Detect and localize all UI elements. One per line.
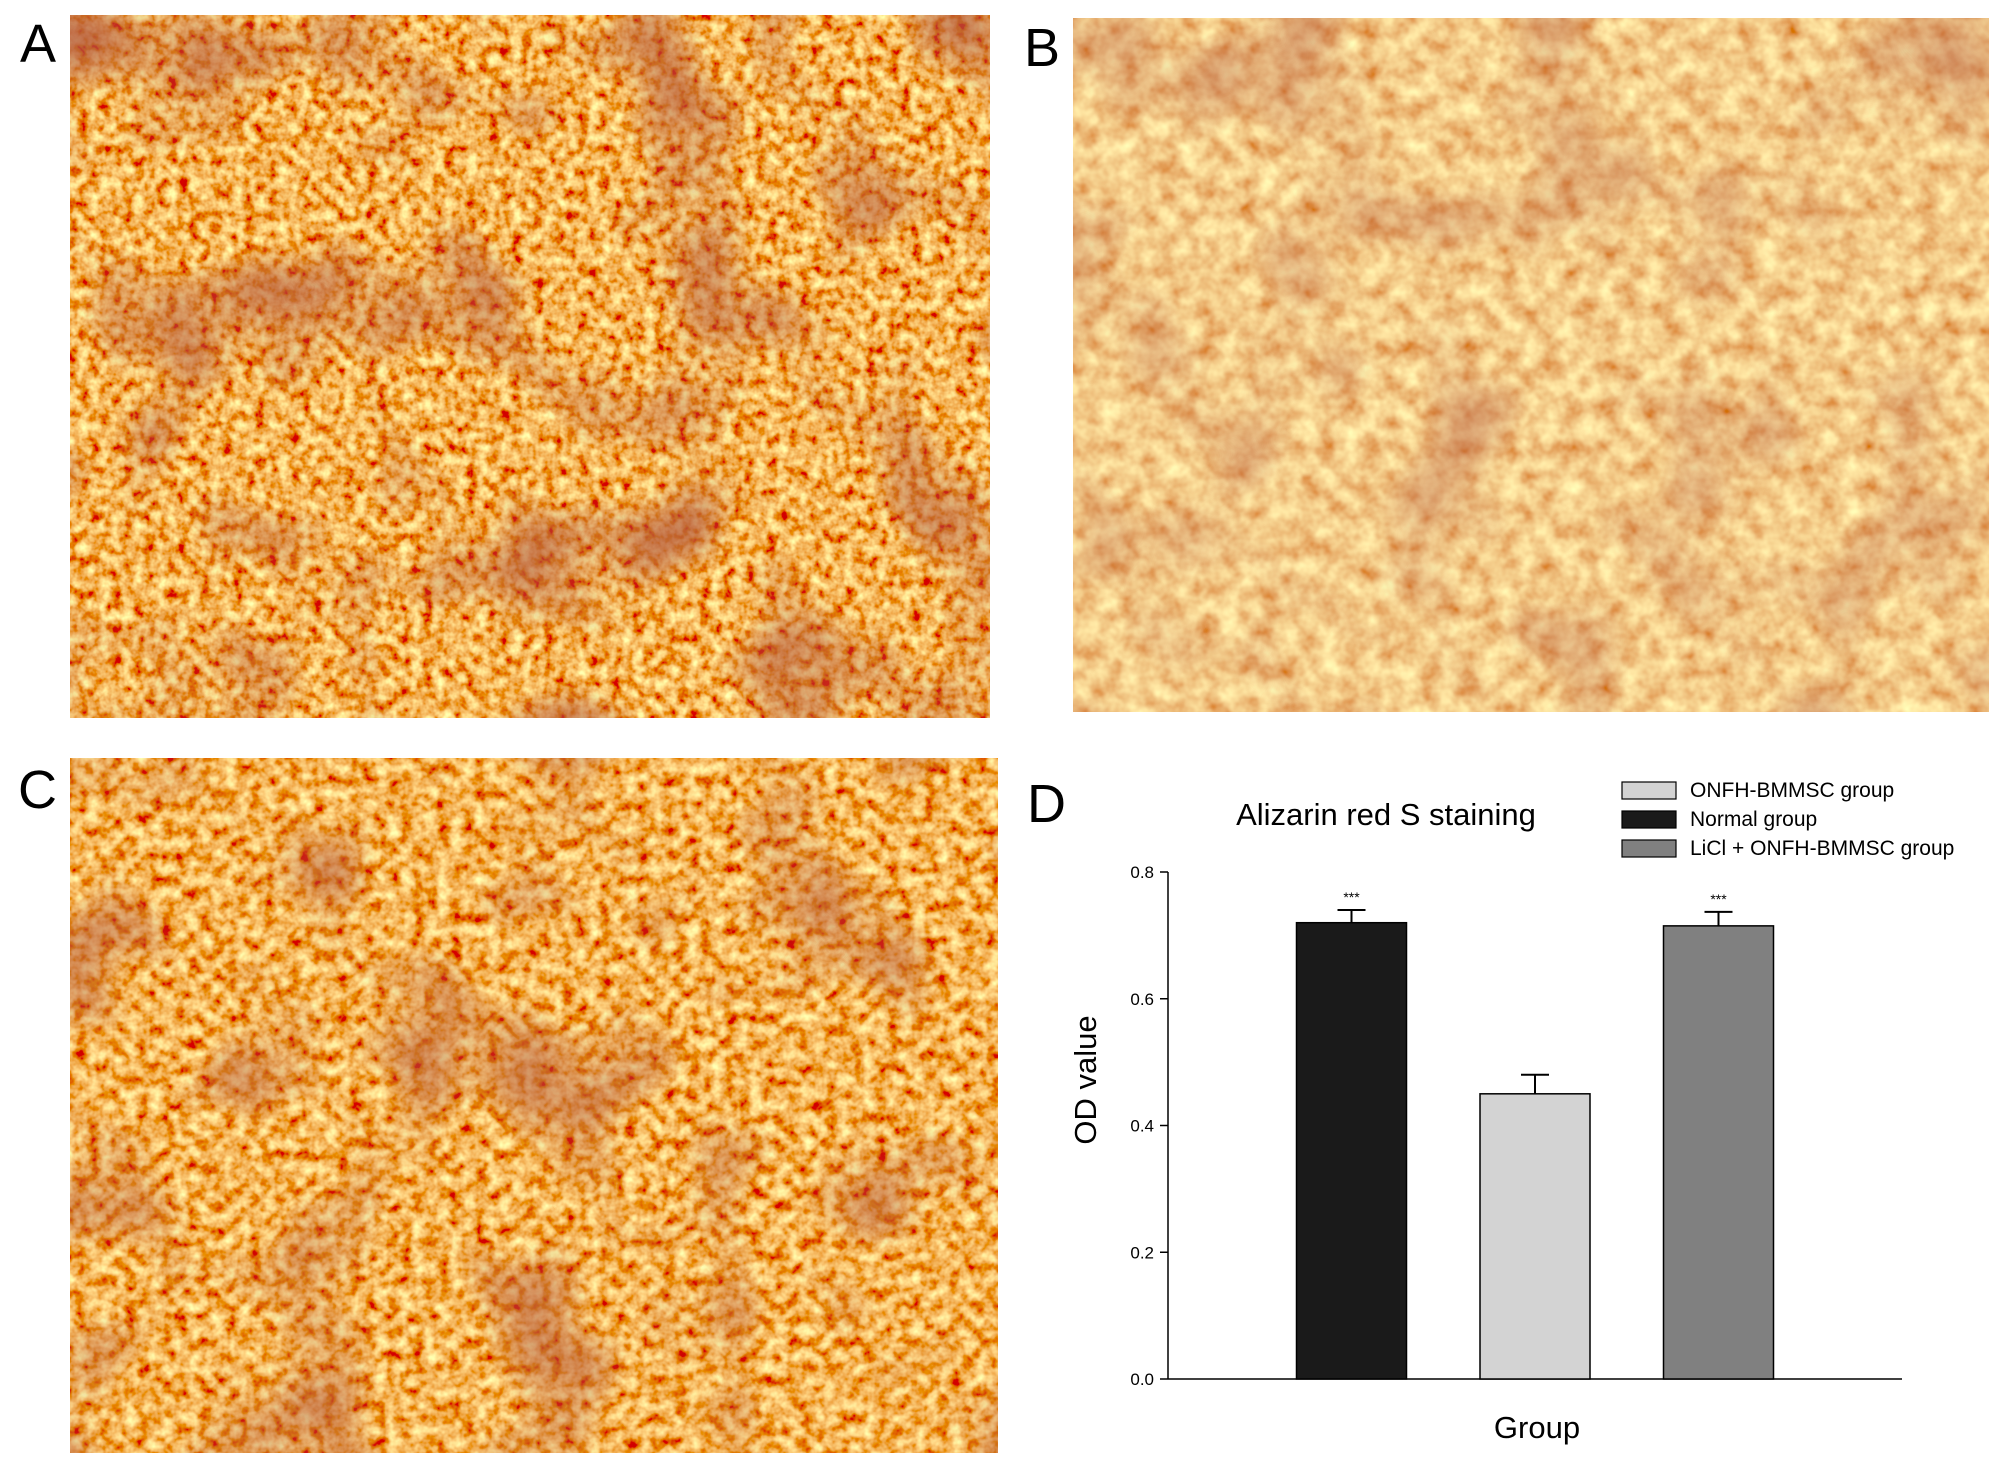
panel-label: C <box>18 760 57 820</box>
significance-marker: *** <box>1343 889 1360 905</box>
panel-label: B <box>1024 18 1060 78</box>
significance-marker: *** <box>1710 891 1727 907</box>
y-tick-label: 0.8 <box>1130 863 1154 882</box>
legend-label: Normal group <box>1690 808 1817 831</box>
legend-swatch <box>1621 839 1677 858</box>
y-tick-label: 0.6 <box>1130 990 1154 1009</box>
panel-label: D <box>1027 774 1066 834</box>
x-axis-label: Group <box>1494 1410 1580 1445</box>
bar <box>1479 1093 1591 1380</box>
chart-title: Alizarin red S staining <box>1236 797 1536 832</box>
panel-label: A <box>20 14 56 74</box>
micrograph-a <box>70 15 990 718</box>
legend-swatch <box>1621 781 1677 800</box>
legend-label: ONFH-BMMSC group <box>1690 779 1894 802</box>
micrograph-b <box>1073 18 1989 712</box>
y-tick-label: 0.0 <box>1130 1370 1154 1389</box>
legend-swatch <box>1621 810 1677 829</box>
y-tick-label: 0.4 <box>1130 1117 1154 1136</box>
micrograph-c <box>70 758 998 1453</box>
legend-label: LiCl + ONFH-BMMSC group <box>1690 837 1954 860</box>
bar <box>1295 921 1408 1380</box>
y-tick-label: 0.2 <box>1130 1243 1154 1262</box>
bar <box>1662 925 1775 1380</box>
y-axis-label: OD value <box>1068 1015 1103 1144</box>
